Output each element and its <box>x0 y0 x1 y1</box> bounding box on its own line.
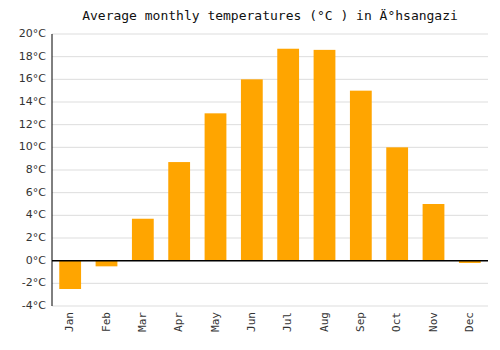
y-tick-label: 6°C <box>26 186 46 199</box>
zero-line <box>52 260 488 262</box>
x-tick-label: Jan <box>63 312 76 332</box>
y-tick-label: 10°C <box>19 140 46 153</box>
bar <box>59 261 81 289</box>
chart-svg: -4°C -2°C 0°C 2°C 4°C 6°C 8°C 10°C 12°C 14°C 16°C 1… <box>0 0 500 350</box>
x-tick-label: Apr <box>172 312 185 332</box>
x-tick-label: Oct <box>390 312 403 332</box>
grid-line <box>52 34 488 35</box>
y-axis: -4°C -2°C 0°C 2°C 4°C 6°C 8°C 10°C 12°C 14°C 16°C 1… <box>19 27 46 312</box>
x-tick-label: Jul <box>281 312 294 332</box>
y-tick-label: -2°C <box>22 276 46 289</box>
y-tick-label: 12°C <box>19 118 46 131</box>
y-tick-label: 2°C <box>26 231 46 244</box>
page: {"chart_data": {"type": "bar", "title": … <box>0 0 500 350</box>
bar <box>96 261 118 267</box>
bar <box>314 50 336 261</box>
x-tick-label: Jun <box>245 312 258 332</box>
bar <box>132 219 154 261</box>
grid-line <box>52 306 488 307</box>
bars <box>59 49 480 289</box>
y-tick-label: 4°C <box>26 208 46 221</box>
grid-line <box>52 260 488 261</box>
grid-line <box>52 56 488 57</box>
bar <box>241 79 263 260</box>
y-tick-label: 20°C <box>19 27 46 40</box>
y-tick-label: 18°C <box>19 50 46 63</box>
y-tick-label: 16°C <box>19 72 46 85</box>
x-tick-label: Dec <box>463 312 476 332</box>
x-tick-label: Feb <box>100 312 113 332</box>
title: Average monthly temperatures (°C ) in Ä°… <box>82 8 458 23</box>
grid <box>52 34 488 306</box>
grid-line <box>52 147 488 148</box>
x-axis: Jan Feb Mar Apr May Jun Jul Aug Sep Oct Nov Dec <box>63 312 476 332</box>
grid-line <box>52 170 488 171</box>
y-tick-label: 14°C <box>19 95 46 108</box>
x-tick-label: Aug <box>318 312 331 332</box>
y-tick-label: 8°C <box>26 163 46 176</box>
y-axis-line <box>52 34 53 306</box>
grid-line <box>52 283 488 284</box>
bar <box>423 204 445 261</box>
bar <box>350 91 372 261</box>
chart-container: -4°C -2°C 0°C 2°C 4°C 6°C 8°C 10°C 12°C 14°C 16°C 1… <box>0 0 500 350</box>
x-tick-label: Mar <box>136 312 149 332</box>
grid-line <box>52 192 488 193</box>
bar <box>386 147 408 260</box>
grid-line <box>52 79 488 80</box>
x-tick-label: May <box>209 312 222 332</box>
x-tick-label: Sep <box>354 312 367 332</box>
bar <box>277 49 299 261</box>
grid-line <box>52 102 488 103</box>
bar <box>168 162 190 261</box>
grid-line <box>52 124 488 125</box>
y-tick-label: -4°C <box>22 299 46 312</box>
y-tick-label: 0°C <box>26 254 46 267</box>
x-tick-label: Nov <box>427 312 440 332</box>
bar <box>205 113 227 260</box>
